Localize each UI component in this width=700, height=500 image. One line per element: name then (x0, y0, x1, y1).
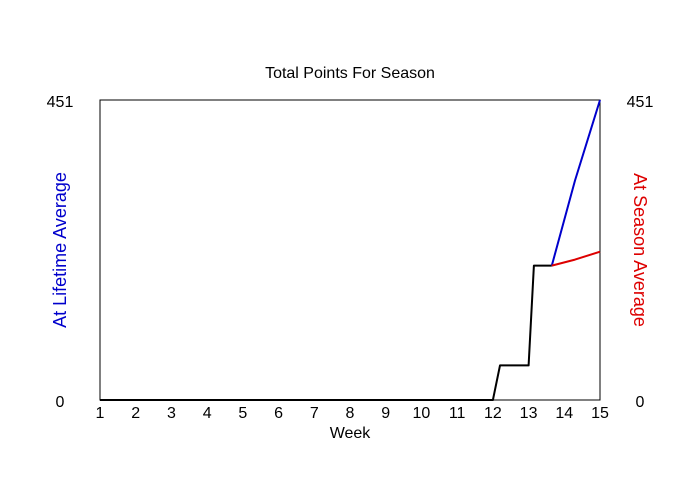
series-line-actual (100, 264, 552, 401)
x-tick-labels: 1 2 3 4 5 6 7 8 9 10 11 12 13 14 15 (96, 405, 609, 422)
x-tick-label: 14 (555, 405, 573, 422)
x-tick-label: 2 (131, 405, 140, 422)
chart-title: Total Points For Season (265, 65, 435, 82)
series-line-season (551, 250, 601, 267)
y-max-label-right: 451 (627, 94, 654, 111)
x-tick-label: 7 (310, 405, 319, 422)
y-min-label-right: 0 (636, 394, 645, 411)
x-tick-label: 12 (484, 405, 502, 422)
x-tick-label: 5 (238, 405, 247, 422)
y-min-label-left: 0 (56, 394, 65, 411)
x-tick-label: 13 (520, 405, 538, 422)
x-tick-label: 3 (167, 405, 176, 422)
series-line-lifetime (550, 99, 601, 266)
x-tick-label: 15 (591, 405, 609, 422)
x-tick-label: 4 (203, 405, 212, 422)
y-axis-label-left: At Lifetime Average (50, 172, 70, 328)
x-tick-label: 9 (381, 405, 390, 422)
x-tick-label: 1 (96, 405, 105, 422)
x-axis-label: Week (330, 425, 372, 442)
x-tick-label: 11 (449, 405, 466, 422)
y-axis-label-right: At Season Average (630, 173, 650, 327)
x-tick-label: 6 (274, 405, 283, 422)
series-layer (100, 99, 601, 401)
plot-area (99, 99, 601, 401)
x-tick-label: 10 (413, 405, 431, 422)
y-max-label-left: 451 (47, 94, 74, 111)
x-tick-label: 8 (346, 405, 355, 422)
